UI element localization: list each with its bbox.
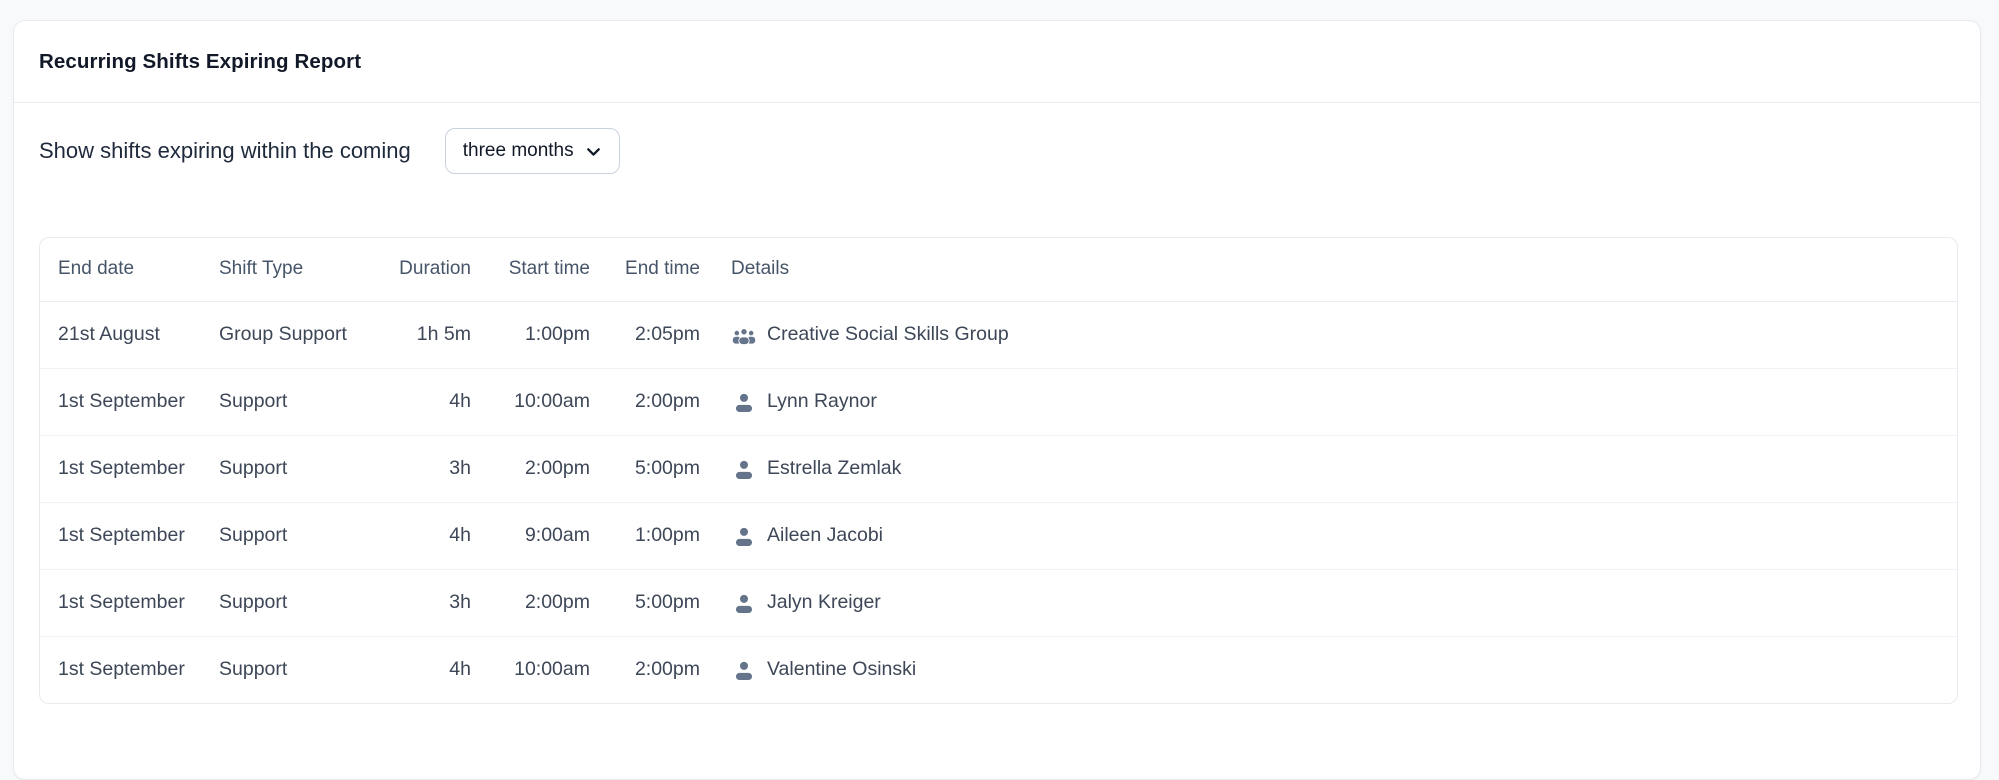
expiry-filter-row: Show shifts expiring within the coming t… (39, 128, 1956, 174)
expiring-shifts-table-card: End date Shift Type Duration Start time … (39, 237, 1958, 704)
person-icon (731, 657, 757, 683)
shift-type-cell: Support (201, 434, 349, 502)
end-date-cell: 21st August (58, 323, 160, 345)
start-time-cell: 2:00pm (471, 568, 590, 636)
details-cell: Lynn Raynor (700, 367, 1957, 435)
table-row[interactable]: 21st August Group Support 1h 5m 1:00pm 2… (40, 301, 1957, 368)
end-time-cell: 1:00pm (590, 501, 700, 569)
details-cell: Jalyn Kreiger (700, 568, 1957, 636)
duration-cell: 3h (349, 568, 471, 636)
duration-cell: 1h 5m (416, 323, 471, 345)
duration-cell: 4h (349, 501, 471, 569)
end-time-cell: 2:00pm (590, 367, 700, 435)
shift-type-cell: Support (201, 635, 349, 703)
shift-type-cell: Support (201, 568, 349, 636)
details-label: Valentine Osinski (767, 658, 917, 681)
table-row[interactable]: 1st September Support 4h 9:00am 1:00pm A… (40, 501, 1957, 569)
group-icon (731, 322, 757, 348)
column-header-start-time: Start time (471, 238, 590, 302)
details-cell: Aileen Jacobi (700, 501, 1957, 569)
person-icon (731, 389, 757, 415)
column-header-shift-type: Shift Type (201, 238, 349, 302)
end-date-cell: 1st September (40, 635, 201, 703)
end-date-cell: 1st September (40, 568, 201, 636)
shift-type-cell: Support (201, 501, 349, 569)
details-label: Creative Social Skills Group (767, 323, 1009, 345)
table-row[interactable]: 1st September Support 3h 2:00pm 5:00pm J… (40, 568, 1957, 636)
shift-type-cell: Group Support (219, 323, 347, 345)
details-label: Lynn Raynor (767, 390, 877, 412)
details-cell: Estrella Zemlak (700, 434, 1957, 502)
details-label: Aileen Jacobi (767, 524, 883, 546)
table-row[interactable]: 1st September Support 4h 10:00am 2:00pm … (40, 367, 1957, 435)
column-header-details: Details (731, 258, 790, 280)
start-time-cell: 1:00pm (524, 323, 590, 345)
details-label: Jalyn Kreiger (767, 591, 881, 613)
expiry-period-selected-value: three months (462, 140, 574, 161)
start-time-cell: 10:00am (471, 367, 590, 435)
expiring-shifts-table: End date Shift Type Duration Start time … (40, 238, 1957, 703)
table-row[interactable]: 1st September Support 4h 10:00am 2:00pm … (40, 635, 1957, 703)
duration-cell: 4h (349, 367, 471, 435)
column-header-end-date: End date (40, 238, 201, 302)
table-header-row: End date Shift Type Duration Start time … (40, 238, 1957, 302)
end-time-cell: 2:05pm (634, 323, 700, 345)
report-card-header: Recurring Shifts Expiring Report (14, 21, 1980, 103)
person-icon (731, 523, 757, 549)
start-time-cell: 2:00pm (471, 434, 590, 502)
start-time-cell: 9:00am (471, 501, 590, 569)
end-time-cell: 5:00pm (590, 434, 700, 502)
end-date-cell: 1st September (40, 501, 201, 569)
table-row[interactable]: 1st September Support 3h 2:00pm 5:00pm E… (40, 434, 1957, 502)
report-card-body: Show shifts expiring within the coming t… (14, 103, 1980, 704)
person-icon (731, 590, 757, 616)
shift-type-cell: Support (201, 367, 349, 435)
end-time-cell: 2:00pm (590, 635, 700, 703)
end-date-cell: 1st September (40, 367, 201, 435)
start-time-cell: 10:00am (471, 635, 590, 703)
report-card: Recurring Shifts Expiring Report Show sh… (13, 20, 1981, 780)
column-header-end-time: End time (590, 238, 700, 302)
details-label: Estrella Zemlak (767, 457, 902, 479)
expiry-period-dropdown[interactable]: three months (444, 128, 620, 174)
chevron-down-icon (583, 141, 604, 162)
page-title: Recurring Shifts Expiring Report (39, 49, 362, 73)
duration-cell: 4h (349, 635, 471, 703)
column-header-duration: Duration (349, 238, 471, 302)
duration-cell: 3h (349, 434, 471, 502)
details-cell: Creative Social Skills Group (700, 301, 1957, 368)
end-date-cell: 1st September (40, 434, 201, 502)
person-icon (731, 456, 757, 482)
details-cell: Valentine Osinski (700, 635, 1957, 703)
end-time-cell: 5:00pm (590, 568, 700, 636)
expiry-filter-label: Show shifts expiring within the coming (39, 138, 411, 163)
